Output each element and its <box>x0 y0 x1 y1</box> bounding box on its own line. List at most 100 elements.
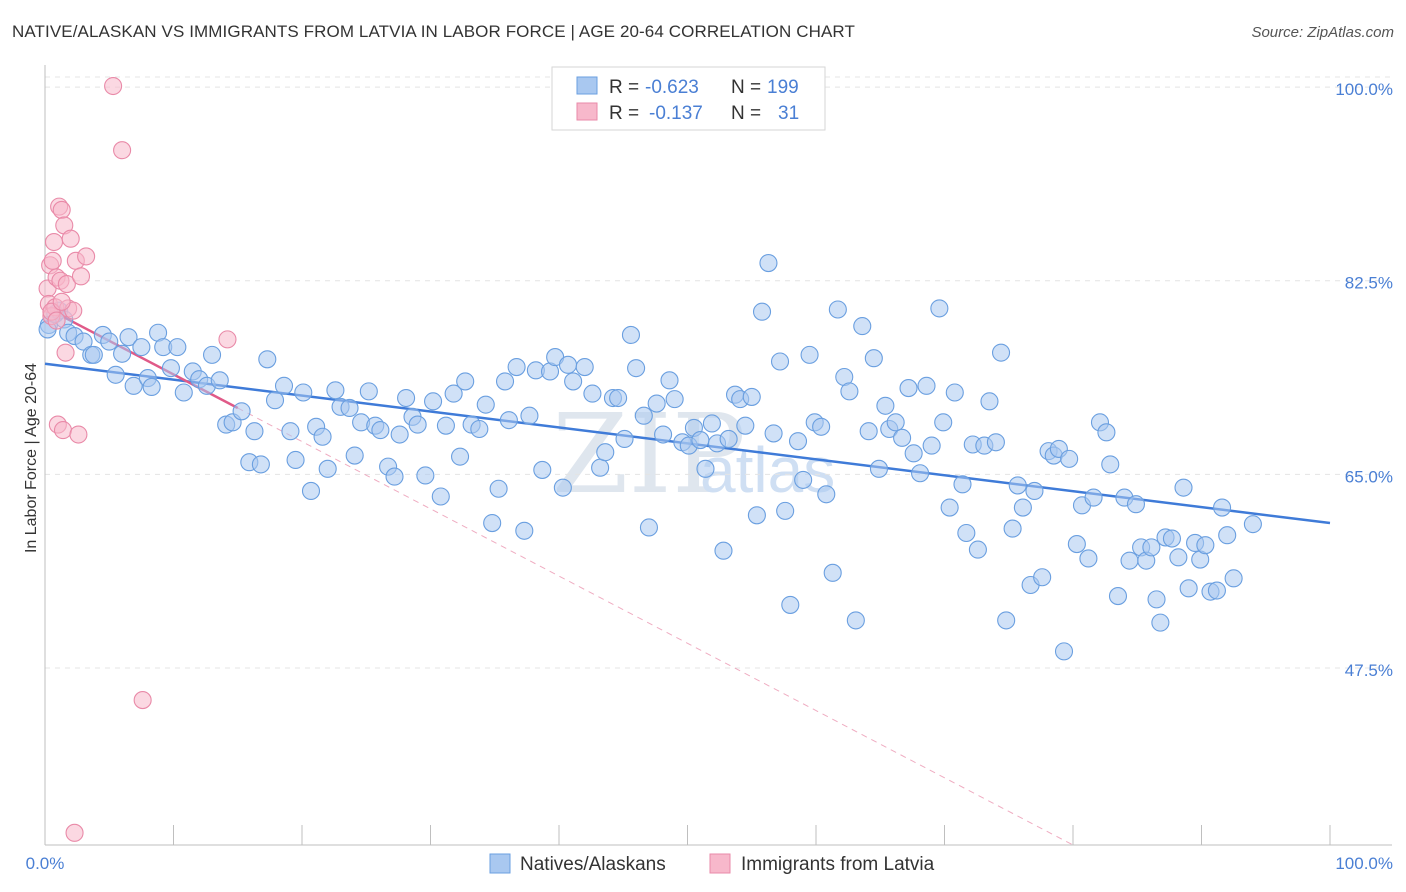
native-point <box>232 402 251 421</box>
native-point <box>957 523 976 543</box>
native-point <box>286 450 305 470</box>
native-point <box>84 345 103 364</box>
native-point <box>1213 498 1232 517</box>
native-point <box>174 383 193 402</box>
native-point <box>1196 536 1215 555</box>
stats-r-label-natives: R = <box>609 77 639 98</box>
native-point <box>639 518 659 537</box>
latvia-point <box>57 275 76 294</box>
native-point <box>770 352 790 371</box>
native-point <box>696 459 715 478</box>
native-point <box>142 377 161 397</box>
native-point <box>609 388 628 408</box>
native-point <box>203 345 222 364</box>
native-point <box>934 413 953 432</box>
native-point <box>1013 498 1032 517</box>
native-point <box>752 302 772 321</box>
stats-n-latvia: 31 <box>778 103 799 124</box>
tick-labels: 47.5% 65.0% 82.5% 100.0% 0.0% 100.0% <box>26 80 1393 873</box>
native-point <box>1218 526 1237 545</box>
native-point <box>1142 538 1161 557</box>
native-point <box>515 521 534 540</box>
native-point <box>499 411 518 430</box>
latvia-point <box>113 141 132 160</box>
native-point <box>1126 495 1146 514</box>
native-point <box>1224 569 1243 588</box>
native-point <box>1008 476 1027 495</box>
latvia-point <box>44 232 64 252</box>
native-point <box>1054 642 1074 661</box>
native-point <box>476 395 495 414</box>
native-point <box>507 357 526 377</box>
native-point <box>345 446 364 465</box>
native-point <box>258 350 277 369</box>
stats-n-natives: 199 <box>767 77 799 98</box>
native-point <box>759 253 778 273</box>
legend-swatch-latvia <box>709 853 731 874</box>
latvia-point <box>43 251 62 270</box>
native-point <box>812 417 831 436</box>
x-tick-label: 100.0% <box>1335 854 1393 873</box>
latvia-point <box>77 247 96 266</box>
native-point <box>318 459 337 478</box>
latvia-point <box>69 425 88 444</box>
native-point <box>359 382 378 401</box>
native-point <box>436 416 455 435</box>
native-point <box>997 611 1016 630</box>
native-point <box>627 359 646 378</box>
native-point <box>823 563 842 582</box>
native-point <box>451 447 470 466</box>
native-point <box>416 466 435 485</box>
stats-r-label-latvia: R = <box>609 103 639 124</box>
native-point <box>520 406 539 425</box>
native-point <box>371 421 390 440</box>
native-point <box>495 372 515 391</box>
native-point <box>274 376 294 395</box>
native-point <box>980 392 999 411</box>
native-point <box>859 422 878 441</box>
native-point <box>168 338 187 357</box>
native-point <box>953 475 972 494</box>
native-point <box>1003 519 1022 538</box>
native-point <box>654 425 673 444</box>
native-point <box>119 328 138 347</box>
native-point <box>781 595 800 614</box>
chart-title: NATIVE/ALASKAN VS IMMIGRANTS FROM LATVIA… <box>12 22 855 41</box>
native-point <box>893 428 912 447</box>
native-point <box>904 444 923 463</box>
y-tick-label: 65.0% <box>1345 467 1393 486</box>
legend-label-latvia: Immigrants from Latvia <box>741 854 935 875</box>
native-point <box>444 384 463 403</box>
gridlines <box>45 76 1392 669</box>
native-point <box>1162 529 1181 548</box>
legend-label-natives: Natives/Alaskans <box>520 854 666 875</box>
stats-r-natives: -0.623 <box>645 77 699 98</box>
native-point <box>533 460 552 479</box>
chart-source: Source: ZipAtlas.com <box>1251 24 1394 41</box>
native-point <box>1067 535 1086 554</box>
native-point <box>210 371 229 390</box>
native-point <box>899 379 918 398</box>
native-point <box>591 458 610 477</box>
stats-n-label-latvia: N = <box>731 103 761 124</box>
latvia-point <box>47 311 66 330</box>
latvia-point <box>61 229 80 248</box>
native-point <box>100 332 119 351</box>
native-point <box>714 541 733 560</box>
native-point <box>251 455 270 474</box>
native-point <box>456 372 475 391</box>
native-point <box>1033 568 1052 587</box>
native-point <box>968 540 987 559</box>
latvia-point <box>218 330 237 349</box>
native-point <box>390 425 409 444</box>
native-point <box>74 332 93 351</box>
latvia-point <box>52 200 71 219</box>
native-point <box>840 382 859 401</box>
native-point <box>1060 449 1079 468</box>
legend: Natives/Alaskans Immigrants from Latvia <box>489 853 935 875</box>
native-point <box>489 479 508 498</box>
native-point <box>940 498 959 517</box>
native-point <box>1174 478 1193 497</box>
native-point <box>794 470 813 489</box>
